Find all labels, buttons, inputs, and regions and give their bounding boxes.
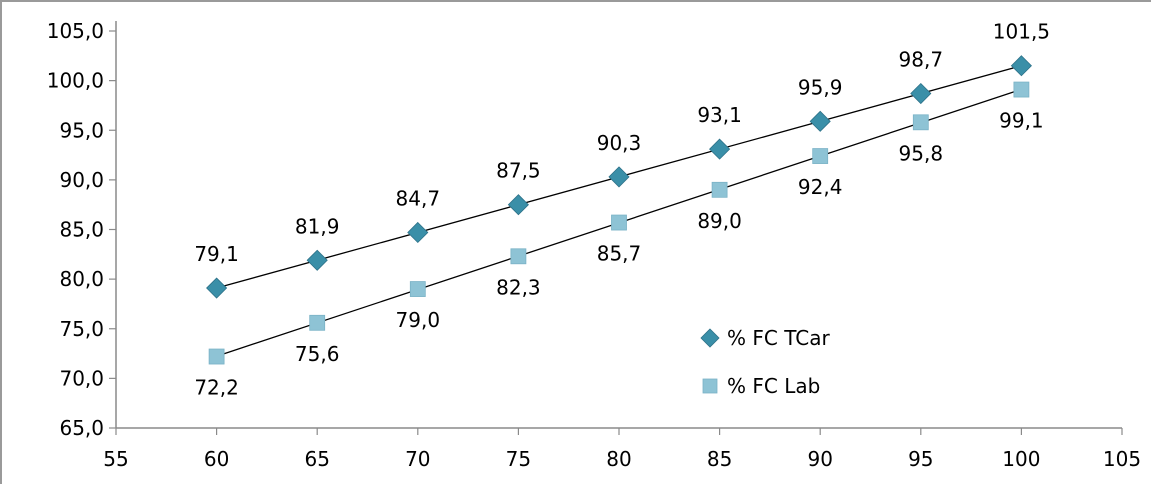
data-point-diamond [407,221,429,244]
data-label: 87,5 [496,159,541,183]
y-tick-label: 105,0 [47,19,104,43]
x-tick-label: 55 [103,447,128,471]
data-label: 79,1 [194,242,239,266]
legend-label: % FC Lab [727,374,820,398]
data-label: 81,9 [295,214,340,238]
data-point-square [812,148,829,164]
x-tick-label: 60 [204,447,229,471]
data-point-diamond [507,194,529,216]
x-tick-label: 90 [807,447,832,471]
data-label: 95,9 [798,75,843,99]
data-point-diamond [608,166,630,188]
data-point-diamond [809,110,831,132]
x-tick-label: 100 [1002,447,1040,471]
x-tick-label: 75 [506,447,531,471]
y-tick-label: 65,0 [59,416,104,440]
data-point-diamond [306,249,328,271]
y-tick-label: 90,0 [59,168,104,192]
legend: % FC TCar % FC Lab [700,326,830,398]
data-label: 90,3 [597,131,642,155]
y-tick-label: 95,0 [59,118,104,142]
x-tick-label: 85 [707,447,732,471]
y-tick-label: 85,0 [59,218,104,242]
x-tick-label: 65 [304,447,329,471]
data-label: 92,4 [798,175,843,199]
data-label: 82,3 [496,275,541,299]
data-point-square [309,314,326,331]
data-label: 85,7 [597,242,642,266]
data-label: 89,0 [697,209,742,233]
data-label: 93,1 [697,103,742,127]
legend-marker-square [702,378,718,394]
y-tick-label: 70,0 [59,366,104,390]
data-point-square [912,114,929,131]
data-point-diamond [910,82,932,105]
data-label: 79,0 [396,308,441,332]
data-point-square [409,281,426,297]
data-point-square [510,248,527,265]
data-point-diamond [709,138,731,160]
data-point-square [711,181,728,198]
y-tick-label: 80,0 [59,267,104,291]
data-point-diamond [206,277,228,299]
legend-marker-diamond [700,328,720,348]
data-label: 101,5 [993,20,1050,44]
x-tick-label: 80 [606,447,631,471]
y-tick-label: 75,0 [59,317,104,341]
data-point-square [611,214,627,231]
y-tick-label: 100,0 [47,69,104,93]
data-point-square [1013,81,1030,98]
data-label: 84,7 [396,186,441,210]
data-label: 95,8 [899,141,944,165]
x-tick-label: 105 [1103,447,1141,471]
data-point-square [208,348,225,365]
data-label: 75,6 [295,342,340,366]
data-label: 99,1 [999,109,1044,133]
data-point-diamond [1010,55,1032,77]
data-label: 72,2 [194,376,239,400]
x-tick-label: 70 [405,447,430,471]
legend-label: % FC TCar [727,326,830,350]
x-tick-label: 95 [908,447,933,471]
data-label: 98,7 [899,48,944,72]
